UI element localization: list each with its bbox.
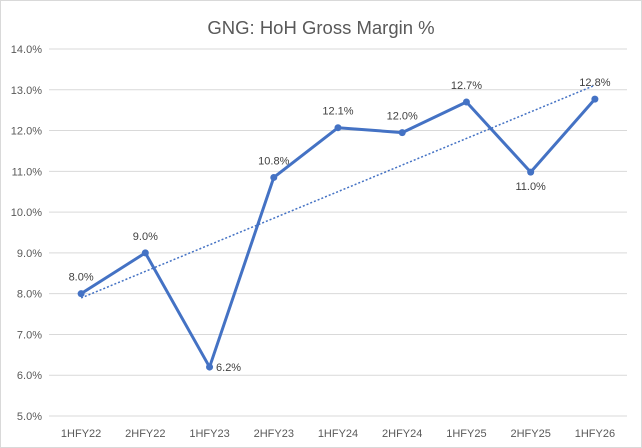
data-label: 12.7%: [451, 80, 482, 92]
x-tick-label: 2HFY22: [125, 428, 165, 440]
y-tick-label: 12.0%: [11, 126, 42, 138]
y-tick-label: 7.0%: [17, 329, 42, 341]
x-tick-label: 2HFY23: [254, 428, 294, 440]
data-point: [206, 363, 214, 371]
x-tick-label: 2HFY24: [382, 428, 422, 440]
data-point: [334, 124, 342, 132]
chart-title: GNG: HoH Gross Margin %: [207, 17, 435, 38]
data-label: 12.1%: [322, 106, 353, 118]
y-tick-label: 10.0%: [11, 207, 42, 219]
y-tick-label: 9.0%: [17, 248, 42, 260]
series-line: [79, 97, 597, 369]
x-tick-label: 1HFY26: [575, 428, 615, 440]
data-label: 12.0%: [387, 111, 418, 123]
data-label: 8.0%: [69, 272, 94, 284]
x-tick-label: 2HFY25: [510, 428, 550, 440]
y-tick-label: 5.0%: [17, 411, 42, 423]
data-label: 9.0%: [133, 231, 158, 243]
data-point: [527, 168, 535, 176]
y-tick-label: 6.0%: [17, 370, 42, 382]
x-tick-label: 1HFY23: [189, 428, 229, 440]
data-point: [270, 173, 278, 181]
y-tick-label: 13.0%: [11, 85, 42, 97]
y-tick-label: 11.0%: [12, 166, 43, 178]
data-point: [398, 129, 406, 137]
data-label: 11.0%: [515, 181, 546, 193]
x-tick-label: 1HFY22: [61, 428, 101, 440]
data-point: [591, 95, 599, 103]
trendline: [80, 84, 596, 299]
y-tick-label: 14.0%: [11, 44, 42, 56]
data-point: [462, 98, 470, 106]
data-label: 10.8%: [258, 155, 289, 167]
y-tick-label: 8.0%: [17, 289, 42, 301]
data-point: [141, 249, 149, 257]
data-label: 6.2%: [216, 362, 241, 374]
data-point: [77, 290, 85, 298]
data-label: 12.8%: [579, 77, 610, 89]
x-tick-label: 1HFY25: [446, 428, 486, 440]
x-tick-label: 1HFY24: [318, 428, 358, 440]
